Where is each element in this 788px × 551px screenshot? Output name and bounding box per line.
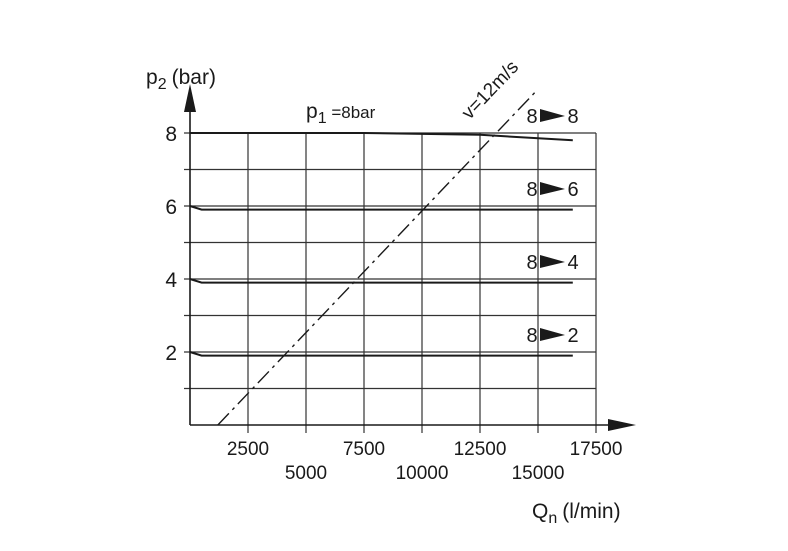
- series-arrow-icon: [540, 109, 565, 122]
- p1-annotation-sub: 1: [318, 110, 327, 127]
- y-tick-label: 6: [165, 196, 177, 219]
- series-label-from: 8: [526, 325, 537, 347]
- series-arrow-icon: [540, 255, 565, 268]
- series-label-to: 8: [567, 106, 578, 128]
- y-tick-label: 4: [165, 269, 177, 292]
- x-tick-label: 7500: [343, 439, 385, 460]
- x-tick-label: 12500: [454, 439, 507, 460]
- y-tick-label: 8: [165, 123, 177, 146]
- velocity-line: [217, 88, 539, 426]
- x-axis-title-unit: (l/min): [562, 500, 620, 523]
- x-tick-label: 5000: [285, 463, 327, 484]
- series-group: [189, 132, 573, 357]
- x-axis-title: Qn (l/min): [532, 500, 621, 527]
- series-label-to: 2: [567, 325, 578, 347]
- series-label-from: 8: [526, 106, 537, 128]
- x-axis-title-main: Q: [532, 500, 548, 523]
- y-tick-label: 2: [165, 342, 177, 365]
- p1-annotation: p1 =8bar: [306, 100, 376, 127]
- series-line: [189, 278, 573, 284]
- y-axis-title-sub: 2: [158, 76, 167, 93]
- series-label-to: 6: [567, 179, 578, 201]
- y-axis-title-main: p: [146, 66, 158, 89]
- series-arrow-icon: [540, 182, 565, 195]
- series-line: [189, 205, 573, 211]
- series-label-to: 4: [567, 252, 578, 274]
- x-axis-title-sub: n: [548, 510, 557, 527]
- x-tick-label: 2500: [227, 439, 269, 460]
- x-tick-label: 15000: [512, 463, 565, 484]
- y-axis-title: p2 (bar): [146, 66, 216, 93]
- series-label-from: 8: [526, 179, 537, 201]
- p1-annotation-value: =8bar: [327, 103, 376, 122]
- x-tick-label: 17500: [570, 439, 623, 460]
- axes: [184, 84, 636, 431]
- velocity-line-group: v=12m/s: [217, 57, 539, 426]
- x-tick-label: 10000: [396, 463, 449, 484]
- p1-annotation-main: p: [306, 100, 318, 123]
- x-axis-arrowhead: [608, 419, 636, 431]
- series-label-from: 8: [526, 252, 537, 274]
- y-axis-arrowhead: [184, 84, 196, 112]
- velocity-line-label: v=12m/s: [458, 57, 523, 124]
- y-axis-title-unit: (bar): [172, 66, 216, 89]
- series-arrow-icon: [540, 328, 565, 341]
- series-line: [189, 351, 573, 357]
- series-line: [190, 132, 573, 142]
